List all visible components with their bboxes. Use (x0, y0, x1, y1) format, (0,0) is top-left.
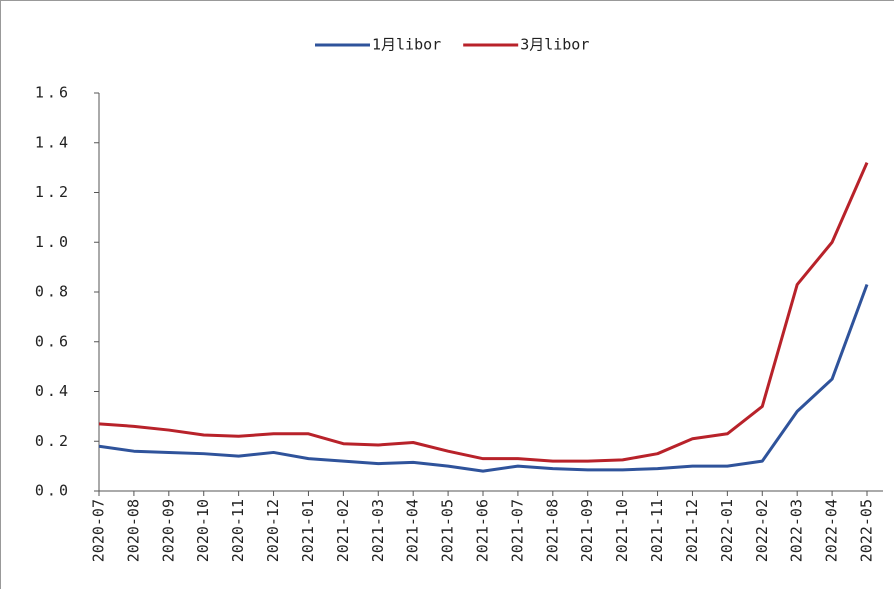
y-tick-label: 1.2 (35, 183, 71, 201)
y-tick-label: 1.4 (35, 133, 71, 151)
legend-label: 3月libor (520, 36, 589, 54)
y-tick-label: 0.2 (35, 432, 71, 450)
x-tick-label: 2020-09 (159, 499, 177, 562)
x-tick-label: 2021-11 (648, 499, 666, 562)
x-tick-label: 2020-12 (264, 499, 282, 562)
x-tick-label: 2021-05 (439, 499, 457, 562)
line-series (98, 162, 869, 463)
x-tick-label: 2020-10 (194, 499, 212, 562)
x-tick-label: 2021-03 (369, 499, 387, 562)
x-tick-label: 2022-04 (823, 499, 841, 562)
y-tick-label: 0.4 (35, 382, 71, 400)
x-tick-label: 2021-04 (404, 499, 422, 562)
x-tick-label: 2022-01 (718, 499, 736, 562)
x-tick-label: 2020-11 (229, 499, 247, 562)
y-tick-label: 0.6 (35, 332, 71, 350)
y-tick-label: 0.8 (35, 283, 71, 301)
x-tick-label: 2021-01 (299, 499, 317, 562)
x-tick-label: 2021-02 (334, 499, 352, 562)
x-tick-label: 2022-03 (788, 499, 806, 562)
y-tick-label: 1.6 (35, 84, 71, 102)
x-tick-label: 2022-05 (858, 499, 876, 562)
line-series (98, 284, 869, 473)
legend-label: 1月libor (372, 36, 441, 54)
x-tick-label: 2021-10 (613, 499, 631, 562)
x-tick-label: 2022-02 (753, 499, 771, 562)
x-tick-label: 2021-06 (474, 499, 492, 562)
x-tick-label: 2021-08 (543, 499, 561, 562)
x-tick-label: 2021-12 (683, 499, 701, 562)
x-tick-label: 2020-07 (90, 499, 108, 562)
x-tick-label: 2020-08 (124, 499, 142, 562)
x-tick-label: 2021-09 (578, 499, 596, 562)
y-tick-label: 0.0 (35, 482, 71, 500)
y-tick-label: 1.0 (35, 233, 71, 251)
x-tick-label: 2021-07 (508, 499, 526, 562)
